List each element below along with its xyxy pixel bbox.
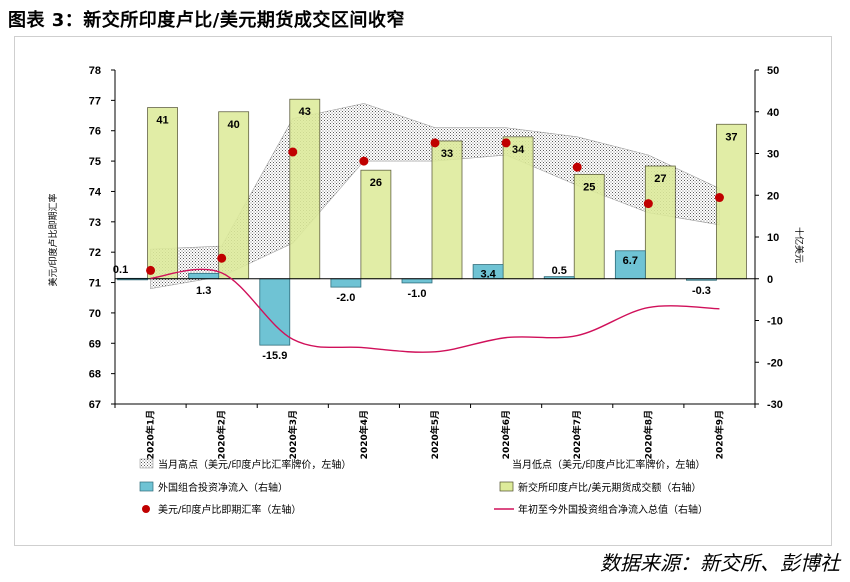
left-tick-label: 75 <box>89 156 101 168</box>
spot-dots-layer <box>146 138 724 275</box>
volume-data-label: 25 <box>583 181 595 193</box>
flow-bar <box>188 272 220 280</box>
legend-label-cum: 年初至今外国投资组合净流入总值（右轴） <box>518 503 708 516</box>
left-tick-label: 78 <box>89 65 101 77</box>
volume-data-label: 37 <box>725 131 737 143</box>
x-tick-label: 2020年1月 <box>145 410 157 459</box>
axes-layer: 67 68 69 70 71 72 73 74 75 76 77 78 -30 -20 -10 0 10 20 30… <box>47 65 805 459</box>
legend-swatch-spot <box>142 505 150 513</box>
volume-data-label: 41 <box>156 115 168 127</box>
data-labels-layer: 41 40 43 26 33 34 25 27 37 0.1 1.3 -15.9 -2.0 -1.0 3.4… <box>113 106 738 362</box>
left-tick-label: 71 <box>89 278 101 290</box>
right-tick-label: 50 <box>767 65 779 77</box>
cumulative-flow-line <box>150 268 720 353</box>
right-axis-title: 十亿美元 <box>793 227 805 263</box>
page-title: 图表 3：新交所印度卢比/美元期货成交区间收窄 <box>8 10 405 31</box>
spot-rate-dot <box>146 265 156 275</box>
left-tick-label: 68 <box>89 369 101 381</box>
right-tick-label: 0 <box>767 274 773 286</box>
flow-data-label: -0.3 <box>692 285 711 297</box>
right-tick-label: -30 <box>767 399 783 411</box>
legend-item-cum: 年初至今外国投资组合净流入总值（右轴） <box>494 503 708 516</box>
spot-rate-dot <box>430 138 440 148</box>
volume-data-label: 40 <box>228 119 240 131</box>
legend-item-spot: 美元/印度卢比即期汇率（左轴） <box>142 503 301 516</box>
legend-item-low: 当月低点（美元/印度卢比汇率牌价，左轴） <box>512 458 705 471</box>
volume-data-label: 43 <box>299 106 311 118</box>
spot-rate-dot <box>714 193 724 203</box>
x-tick-label: 2020年8月 <box>642 410 654 459</box>
left-tick-label: 70 <box>89 308 101 320</box>
legend-layer: 当月高点（美元/印度卢比汇率牌价，左轴） 当月低点（美元/印度卢比汇率牌价，左轴）… <box>139 458 708 516</box>
flow-bar <box>330 278 362 288</box>
source-note: 数据来源：新交所、彭博社 <box>600 551 840 575</box>
x-tick-label: 2020年4月 <box>358 410 370 459</box>
bars-layer <box>117 98 747 346</box>
legend-item-volume: 新交所印度卢比/美元期货成交额（右轴） <box>499 481 701 494</box>
volume-bar <box>502 136 534 280</box>
x-tick-label: 2020年7月 <box>571 410 583 459</box>
legend-swatch-high <box>139 458 154 469</box>
left-tick-label: 72 <box>89 247 101 259</box>
legend-swatch-flow <box>139 481 154 492</box>
right-tick-label: -20 <box>767 357 783 369</box>
spot-rate-dot <box>288 147 298 157</box>
legend-label-flow: 外国组合投资净流入（右轴） <box>158 481 288 494</box>
spot-rate-dot <box>359 156 369 166</box>
flow-bar <box>614 250 646 280</box>
legend-label-volume: 新交所印度卢比/美元期货成交额（右轴） <box>518 481 701 494</box>
left-tick-label: 73 <box>89 217 101 229</box>
legend-item-high: 当月高点（美元/印度卢比汇率牌价，左轴） <box>139 458 351 471</box>
cumulative-line-layer <box>150 268 720 353</box>
left-axis-title: 美元/印度卢比即期汇率 <box>47 193 59 286</box>
volume-bar <box>360 169 392 280</box>
volume-data-label: 33 <box>441 148 453 160</box>
legend-label-low: 当月低点（美元/印度卢比汇率牌价，左轴） <box>512 458 705 471</box>
volume-bar <box>644 165 676 280</box>
spot-rate-dot <box>643 199 653 209</box>
legend-label-spot: 美元/印度卢比即期汇率（左轴） <box>158 503 301 516</box>
x-tick-label: 2020年5月 <box>429 410 441 459</box>
chart-frame <box>14 36 832 546</box>
right-tick-label: 30 <box>767 149 779 161</box>
flow-data-label: 3.4 <box>480 269 496 281</box>
right-tick-label: -10 <box>767 316 783 328</box>
left-tick-label: 69 <box>89 338 101 350</box>
legend-item-flow: 外国组合投资净流入（右轴） <box>139 481 288 494</box>
x-tick-label: 2020年6月 <box>500 410 512 459</box>
spot-rate-dot <box>501 138 511 148</box>
left-tick-label: 67 <box>89 399 101 411</box>
x-tick-label: 2020年9月 <box>713 410 725 459</box>
legend-swatch-volume <box>499 481 514 492</box>
volume-data-label: 26 <box>370 177 382 189</box>
flow-data-label: -2.0 <box>336 292 355 304</box>
volume-data-label: 27 <box>654 173 666 185</box>
volume-bar <box>573 173 605 280</box>
legend-label-high: 当月高点（美元/印度卢比汇率牌价，左轴） <box>158 458 351 471</box>
right-tick-label: 40 <box>767 107 779 119</box>
flow-bar <box>401 278 433 284</box>
volume-bar <box>147 107 178 280</box>
volume-bar <box>431 140 463 280</box>
left-tick-label: 77 <box>89 95 101 107</box>
volume-bar <box>289 98 321 280</box>
left-tick-label: 74 <box>89 186 102 198</box>
volume-bar <box>218 111 250 280</box>
flow-data-label: 6.7 <box>623 255 638 267</box>
right-tick-label: 10 <box>767 232 779 244</box>
flow-data-label: -15.9 <box>262 350 287 362</box>
x-tick-label: 2020年3月 <box>287 410 299 459</box>
x-tick-label: 2020年2月 <box>216 410 228 459</box>
spot-rate-dot <box>217 253 227 263</box>
flow-data-label: 0.5 <box>552 265 567 277</box>
right-tick-label: 20 <box>767 190 779 202</box>
left-tick-label: 76 <box>89 126 101 138</box>
volume-data-label: 34 <box>512 144 525 156</box>
spot-rate-dot <box>572 162 582 172</box>
flow-data-label: 0.1 <box>113 264 128 276</box>
flow-data-label: -1.0 <box>408 288 427 300</box>
flow-data-label: 1.3 <box>196 285 211 297</box>
